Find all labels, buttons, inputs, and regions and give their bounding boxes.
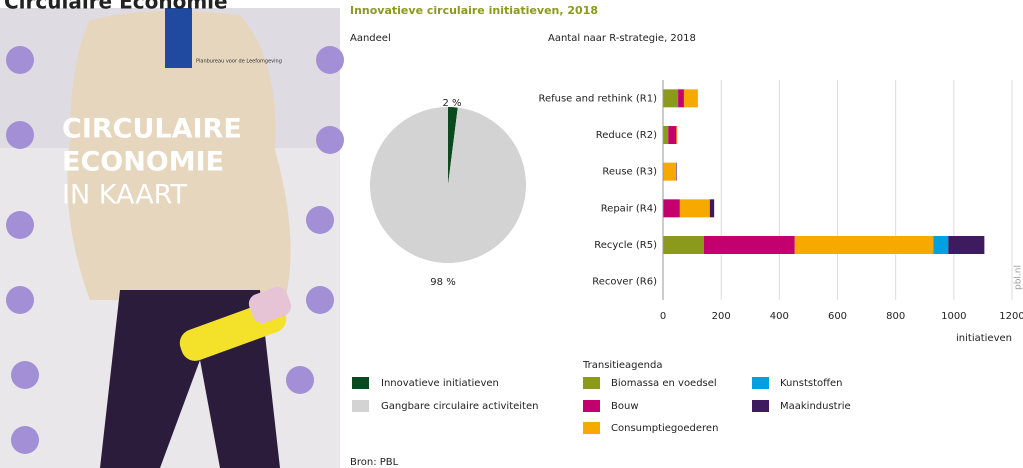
bar-segment (668, 126, 676, 144)
legend-swatch (583, 422, 600, 434)
legend-label: Consumptiegoederen (611, 423, 718, 434)
bar-segment (663, 89, 678, 107)
y-tick-label: Recycle (R5) (594, 240, 657, 251)
y-tick-label: Refuse and rethink (R1) (538, 93, 657, 104)
legend-swatch (583, 377, 600, 389)
page-heading: Circulaire Economie (4, 0, 228, 14)
legend-swatch (352, 377, 369, 389)
legend-label: Kunststoffen (780, 378, 843, 389)
cover-title: ECONOMIE (62, 147, 224, 178)
bar-segment (676, 163, 677, 181)
cover-title: IN KAART (62, 180, 187, 211)
bar-segment (663, 163, 676, 181)
legend-swatch (583, 400, 600, 412)
bar-segment (680, 199, 710, 217)
bar-segment (663, 236, 704, 254)
legend-swatch (352, 400, 369, 412)
y-tick-label: Reduce (R2) (596, 130, 657, 141)
x-tick-label: 1000 (941, 311, 966, 322)
bar-segment (710, 199, 714, 217)
cover-title: CIRCULAIRE (62, 114, 242, 145)
legend-label: Maakindustrie (780, 401, 851, 412)
bar-segment (663, 199, 680, 217)
x-tick-label: 200 (712, 311, 731, 322)
bar-segment (676, 126, 677, 144)
y-tick-label: Reuse (R3) (602, 167, 657, 178)
x-tick-label: 0 (660, 311, 666, 322)
cover-photo (0, 8, 344, 468)
x-tick-label: 800 (886, 311, 905, 322)
x-tick-label: 400 (770, 311, 789, 322)
legend-label: Innovatieve initiatieven (381, 378, 499, 389)
legend-label: Gangbare circulaire activiteiten (381, 401, 538, 412)
bar-segment (678, 89, 684, 107)
bar-segment (948, 236, 984, 254)
legend-swatch (752, 377, 769, 389)
chart-subtitle: Aantal naar R-strategie, 2018 (548, 33, 696, 44)
x-axis-label: initiatieven (956, 333, 1012, 344)
pie-value-label: 2 % (442, 98, 461, 109)
bar-segment (684, 89, 698, 107)
source: Bron: PBL (350, 457, 399, 468)
legend-title: Transitieagenda (582, 360, 663, 371)
bar-segment (933, 236, 948, 254)
pie-value-label: 98 % (430, 277, 455, 288)
figure-title: Innovatieve circulaire initiatieven, 201… (350, 4, 598, 17)
x-tick-label: 600 (828, 311, 847, 322)
x-tick-label: 1200 (999, 311, 1023, 322)
bar-segment (663, 126, 668, 144)
bar-segment (795, 236, 934, 254)
legend-label: Bouw (611, 401, 639, 412)
bar-segment (704, 236, 795, 254)
y-tick-label: Repair (R4) (601, 203, 657, 214)
y-tick-label: Recover (R6) (592, 277, 657, 288)
watermark: pbl.nl (1014, 265, 1023, 290)
legend-label: Biomassa en voedsel (611, 378, 717, 389)
page: Circulaire Economie Planbureau voor de L… (0, 0, 1023, 468)
legend-swatch (752, 400, 769, 412)
cover-publisher: Planbureau voor de Leefomgeving (196, 59, 282, 65)
chart-subtitle: Aandeel (350, 33, 391, 44)
